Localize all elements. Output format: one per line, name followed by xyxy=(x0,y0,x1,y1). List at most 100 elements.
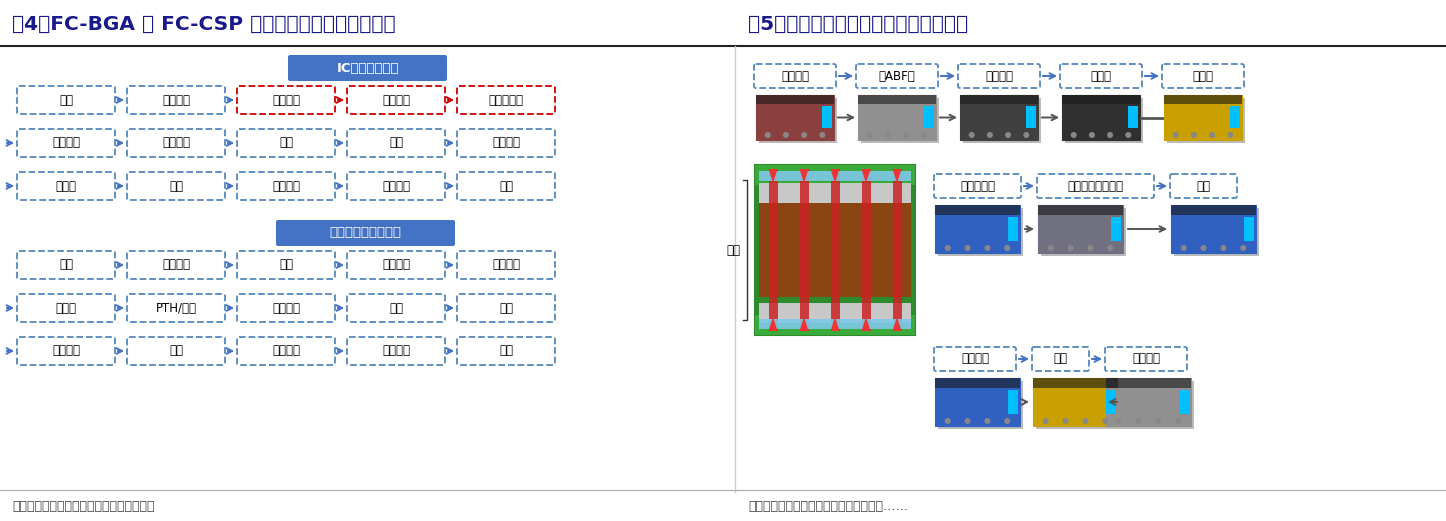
Circle shape xyxy=(964,245,970,251)
FancyBboxPatch shape xyxy=(127,129,226,157)
Circle shape xyxy=(944,418,951,424)
Bar xyxy=(1066,98,1142,143)
Bar xyxy=(1164,95,1242,140)
Bar xyxy=(1178,390,1189,414)
Bar xyxy=(830,169,840,331)
Text: 表面粗化: 表面粗化 xyxy=(382,93,411,106)
Text: 裁板: 裁板 xyxy=(59,93,72,106)
Bar xyxy=(862,169,870,331)
Text: 内层: 内层 xyxy=(726,243,740,256)
Text: PTH/电镀: PTH/电镀 xyxy=(156,302,197,315)
FancyBboxPatch shape xyxy=(127,294,226,322)
Circle shape xyxy=(1209,132,1215,138)
Text: 去胶渣: 去胶渣 xyxy=(55,302,77,315)
Text: 机械钻孔: 机械钻孔 xyxy=(162,93,189,106)
Bar xyxy=(768,169,778,331)
Bar xyxy=(755,165,915,335)
FancyBboxPatch shape xyxy=(347,251,445,279)
Text: 资料来源：南亚电路年报、开源证券研究所: 资料来源：南亚电路年报、开源证券研究所 xyxy=(12,500,155,513)
Text: 外观检查: 外观检查 xyxy=(382,180,411,192)
Bar xyxy=(1008,390,1018,414)
Bar xyxy=(755,315,915,335)
FancyBboxPatch shape xyxy=(1105,347,1187,371)
FancyBboxPatch shape xyxy=(17,86,116,114)
Text: 绝缘层贴膜: 绝缘层贴膜 xyxy=(489,93,523,106)
Bar xyxy=(936,205,1019,215)
FancyBboxPatch shape xyxy=(127,251,226,279)
Circle shape xyxy=(866,132,873,138)
Text: 快速蚀刻: 快速蚀刻 xyxy=(1132,353,1160,366)
Bar xyxy=(960,95,1038,140)
Circle shape xyxy=(1005,245,1011,251)
Bar xyxy=(1171,205,1257,253)
Text: 电镀: 电镀 xyxy=(279,137,294,150)
Bar xyxy=(857,95,936,140)
Bar xyxy=(938,381,1022,429)
FancyBboxPatch shape xyxy=(753,64,836,88)
Circle shape xyxy=(1102,418,1108,424)
FancyBboxPatch shape xyxy=(457,172,555,200)
Bar xyxy=(759,303,911,313)
Circle shape xyxy=(921,132,927,138)
Circle shape xyxy=(1228,132,1233,138)
Circle shape xyxy=(1005,132,1011,138)
Bar xyxy=(755,165,915,185)
Text: 包装: 包装 xyxy=(499,344,513,357)
FancyBboxPatch shape xyxy=(1170,174,1236,198)
Text: 内层线路: 内层线路 xyxy=(272,93,299,106)
FancyBboxPatch shape xyxy=(457,337,555,365)
Bar xyxy=(1109,381,1194,429)
Text: 包装: 包装 xyxy=(499,180,513,192)
Circle shape xyxy=(801,132,807,138)
Circle shape xyxy=(885,132,891,138)
Circle shape xyxy=(964,418,970,424)
Bar xyxy=(936,378,1019,426)
Circle shape xyxy=(944,245,951,251)
Circle shape xyxy=(782,132,790,138)
FancyBboxPatch shape xyxy=(17,129,116,157)
Circle shape xyxy=(820,132,826,138)
Circle shape xyxy=(1220,245,1226,251)
Circle shape xyxy=(1116,418,1122,424)
Bar xyxy=(892,169,901,331)
Text: 镭射钻孔: 镭射钻孔 xyxy=(52,137,80,150)
Text: 图5：内层工艺加工复杂导致产品良率低: 图5：内层工艺加工复杂导致产品良率低 xyxy=(748,15,969,33)
FancyBboxPatch shape xyxy=(347,129,445,157)
FancyBboxPatch shape xyxy=(237,172,335,200)
Bar xyxy=(759,193,911,203)
Bar xyxy=(1041,208,1126,256)
FancyBboxPatch shape xyxy=(457,251,555,279)
Polygon shape xyxy=(892,317,901,331)
Text: 表面处理: 表面处理 xyxy=(52,344,80,357)
Polygon shape xyxy=(862,317,870,331)
Text: 镭射钻孔: 镭射钻孔 xyxy=(985,69,1014,82)
Circle shape xyxy=(1108,245,1113,251)
Text: 电性测试: 电性测试 xyxy=(272,344,299,357)
Circle shape xyxy=(765,132,771,138)
FancyBboxPatch shape xyxy=(1060,64,1142,88)
Text: 除胶渣: 除胶渣 xyxy=(1090,69,1112,82)
Bar xyxy=(759,319,911,329)
Polygon shape xyxy=(800,317,808,331)
FancyBboxPatch shape xyxy=(276,220,455,246)
Text: 成型: 成型 xyxy=(169,344,184,357)
Bar xyxy=(1038,205,1124,215)
Text: 线路电镀: 线路电镀 xyxy=(962,353,989,366)
Bar xyxy=(1035,381,1121,429)
Text: IC载板生产流程: IC载板生产流程 xyxy=(337,61,399,75)
FancyBboxPatch shape xyxy=(457,129,555,157)
Text: 外观检查: 外观检查 xyxy=(382,344,411,357)
Bar xyxy=(960,95,1038,104)
Bar xyxy=(1128,106,1138,128)
Bar xyxy=(821,106,831,128)
Bar xyxy=(1008,217,1018,241)
Bar xyxy=(1111,217,1121,241)
Circle shape xyxy=(1089,132,1095,138)
Circle shape xyxy=(1083,418,1089,424)
Bar xyxy=(1032,378,1118,388)
Text: 外层线路: 外层线路 xyxy=(162,137,189,150)
Polygon shape xyxy=(862,169,870,183)
Bar xyxy=(1244,217,1254,241)
Circle shape xyxy=(1063,418,1069,424)
Bar xyxy=(1038,205,1124,253)
